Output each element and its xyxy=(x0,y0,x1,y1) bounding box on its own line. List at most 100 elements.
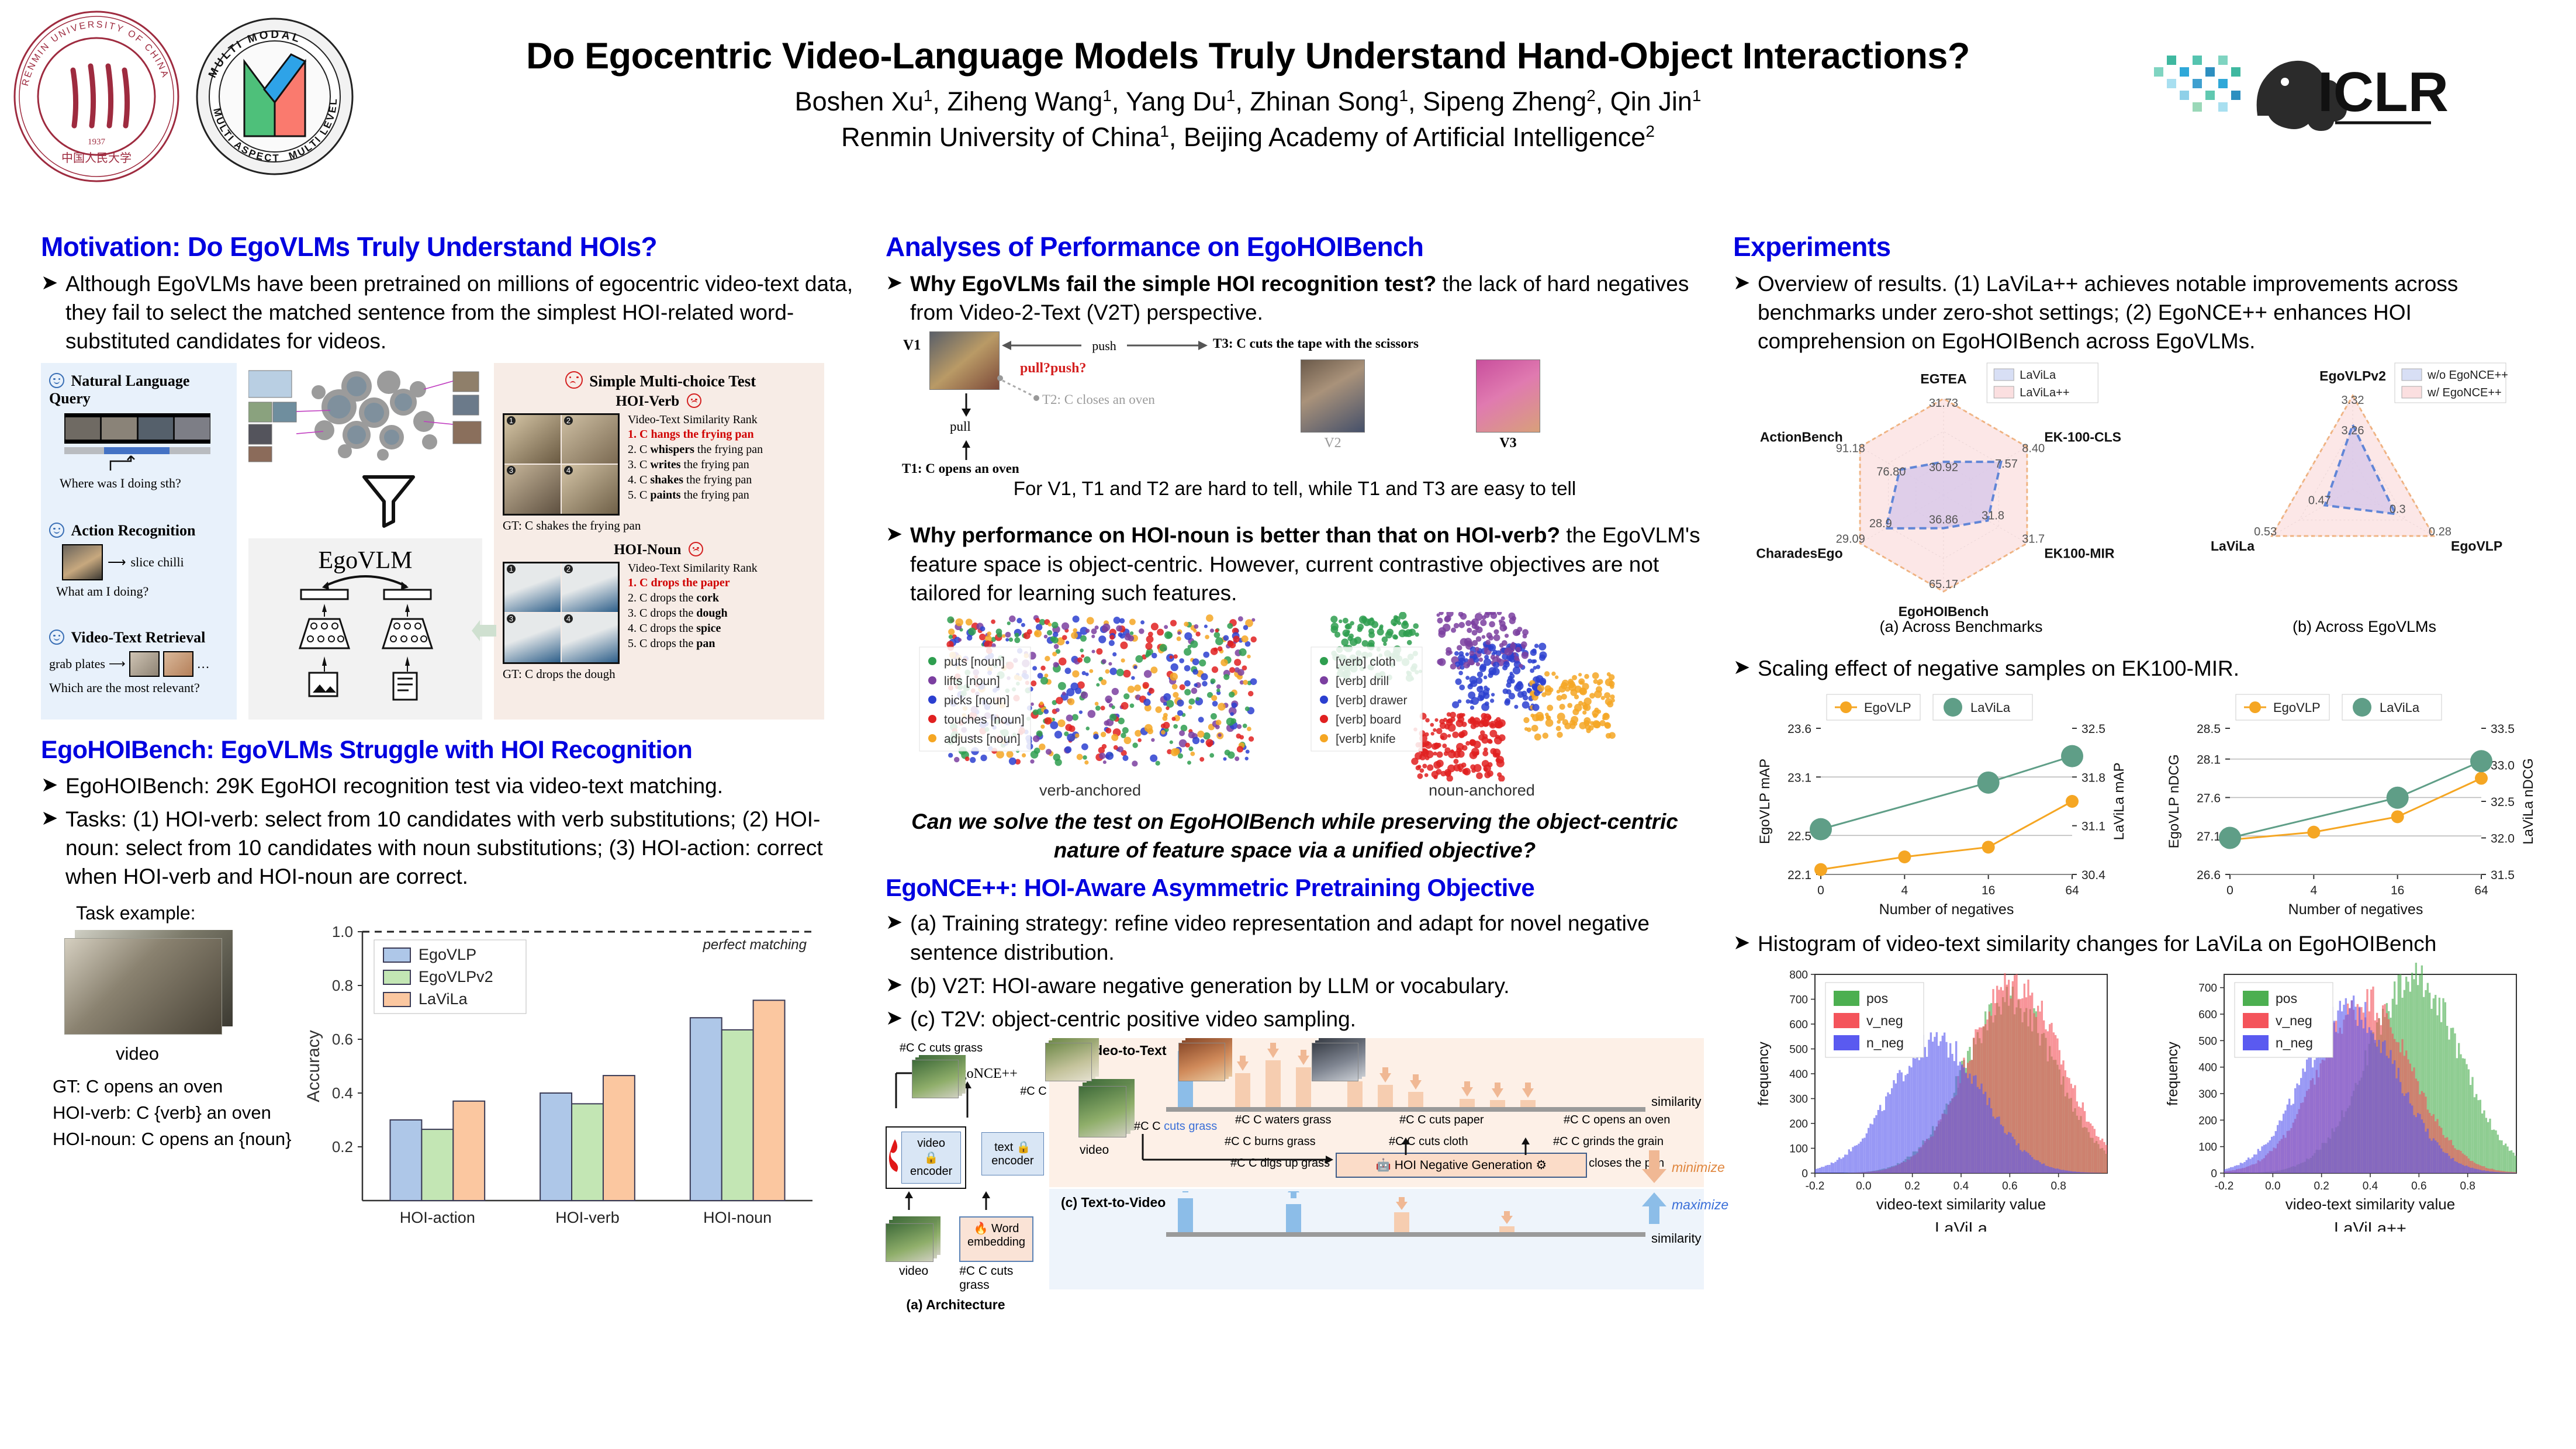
v2t-negative-caption: #C C waters grass xyxy=(1235,1113,1332,1127)
t2v-caption: #C C cuts grass xyxy=(899,1042,983,1055)
svg-text:LaViLa: LaViLa xyxy=(1970,700,2011,715)
t3-label: T3: C cuts the tape with the scissors xyxy=(1213,336,1419,351)
panel-a-title: (a) Architecture xyxy=(906,1297,1005,1313)
svg-text:22.5: 22.5 xyxy=(1787,829,1811,843)
svg-text:video-text similarity value: video-text similarity value xyxy=(2285,1195,2455,1213)
poster-header: 1937 中国人民大学 RENMIN UNIVERSITY OF CHINA M… xyxy=(0,0,2576,205)
right-column: Experiments ➤ Overview of results. (1) L… xyxy=(1733,231,2563,1237)
egovlm-architecture-icon xyxy=(298,575,434,701)
v2t-negative-caption: #C C cuts paper xyxy=(1399,1113,1484,1127)
sad-face-icon xyxy=(565,371,583,389)
funnel-icon xyxy=(362,475,415,528)
pull-edge-label: pull xyxy=(950,419,971,434)
svg-text:3.32: 3.32 xyxy=(2342,394,2364,407)
video-encoder-box: video 🔒 encoder xyxy=(901,1132,962,1184)
similarity-histograms: 0 100 200 300 400 500 600 700 800 -0.2 0.0 0.2 0.4 0.… xyxy=(1733,963,2563,1237)
svg-text:frequency: frequency xyxy=(1755,1042,1772,1106)
t1-label: T1: C opens an oven xyxy=(902,461,1019,476)
tsne-left-caption: verb-anchored xyxy=(1039,781,1142,800)
experiments-bullet-2: ➤ Scaling effect of negative samples on … xyxy=(1733,654,2563,683)
research-question: Can we solve the test on EgoHOIBench whi… xyxy=(911,810,1678,863)
video-stack-thumbnail xyxy=(886,1216,944,1263)
t2v-thumbnail xyxy=(912,1055,970,1099)
svg-text:0.4: 0.4 xyxy=(332,1084,353,1102)
bullet-text: Although EgoVLMs have been pretrained on… xyxy=(65,272,853,354)
svg-text:w/o EgoNCE++: w/o EgoNCE++ xyxy=(2427,369,2508,382)
tsne-noun-anchored: [verb] cloth [verb] drill [verb] drawer [ve… xyxy=(1311,612,1616,782)
hoi-verb-heading: HOI-Verb xyxy=(503,393,818,410)
minimize-arrow-icon xyxy=(1642,1150,1666,1184)
bullet-arrow-icon: ➤ xyxy=(886,911,903,934)
v1-thumbnail xyxy=(929,331,1000,390)
svg-text:[verb] drawer: [verb] drawer xyxy=(1336,694,1408,707)
svg-text:Accuracy: Accuracy xyxy=(304,1030,323,1102)
svg-text:28.9: 28.9 xyxy=(1869,517,1892,530)
tsne-right-caption: noun-anchored xyxy=(1429,781,1535,800)
multichoice-heading: Simple Multi-choice Test xyxy=(503,371,818,390)
svg-text:31.8: 31.8 xyxy=(1982,509,2004,522)
svg-text:w/ EgoNCE++: w/ EgoNCE++ xyxy=(2427,386,2502,399)
nlq-scrubber xyxy=(64,447,210,454)
svg-text:200: 200 xyxy=(2198,1115,2217,1127)
svg-text:perfect matching: perfect matching xyxy=(703,937,807,953)
page-title: Do Egocentric Video-Language Models Trul… xyxy=(526,36,1970,77)
v2t-negative-column: #C C opens an oven #C C grinds the grain #… xyxy=(1553,1109,1696,1174)
vtr-heading: Video-Text Retrieval xyxy=(49,629,242,646)
svg-text:33.5: 33.5 xyxy=(2491,722,2515,736)
push-edge-label: push xyxy=(1092,338,1116,353)
svg-text:0.8: 0.8 xyxy=(2460,1180,2475,1192)
svg-text:0.6: 0.6 xyxy=(2002,1180,2017,1192)
svg-text:puts [noun]: puts [noun] xyxy=(944,655,1005,669)
verb-rank-list: 1. C hangs the frying pan 2. C whispers t… xyxy=(628,427,763,503)
svg-text:v_neg: v_neg xyxy=(2276,1013,2312,1028)
flame-icon xyxy=(888,1139,898,1173)
motivation-bullet-1: ➤ Although EgoVLMs have been pretrained … xyxy=(41,269,853,356)
svg-text:Number of negatives: Number of negatives xyxy=(1879,901,2014,918)
hoi-noun-heading: HOI-Noun xyxy=(503,541,818,558)
sad-face-icon xyxy=(688,541,703,556)
v2t-negative-column: #C C waters grass #C C burns grass #C C di… xyxy=(1225,1109,1368,1174)
noun-rank-title: Video-Text Similarity Rank xyxy=(628,561,758,575)
rank-item: 3. C writes the frying pan xyxy=(628,458,749,471)
svg-text:0.8: 0.8 xyxy=(2051,1180,2066,1192)
rank-item: 2. C drops the cork xyxy=(628,591,720,604)
svg-text:HOI-action: HOI-action xyxy=(400,1209,475,1226)
svg-text:EgoVLPv2: EgoVLPv2 xyxy=(419,968,493,985)
v3-label: V3 xyxy=(1499,435,1517,451)
svg-text:31.8: 31.8 xyxy=(2081,771,2105,784)
svg-text:0.6: 0.6 xyxy=(332,1030,353,1048)
svg-text:91.18: 91.18 xyxy=(1836,442,1865,455)
svg-text:n_neg: n_neg xyxy=(1866,1035,1904,1050)
rank-item: 1. C hangs the frying pan xyxy=(628,427,754,441)
v2t-negative-caption: #C C cuts cloth xyxy=(1389,1135,1468,1149)
task-example-video xyxy=(64,930,240,1041)
verb-ground-truth: GT: C shakes the frying pan xyxy=(503,518,641,532)
bullet-text: EgoHOIBench: 29K EgoHOI recognition test… xyxy=(65,773,723,798)
t2v-item: #C C cuts grass xyxy=(886,1038,997,1099)
bullet-arrow-icon: ➤ xyxy=(1733,271,1751,294)
histogram-lavila-pp: 0 100 200 300 400 500 600 700 -0.2 0.0 0.2 0.4 0.6 0.… xyxy=(2164,963,2517,1232)
noun-rank-list: 1. C drops the paper 2. C drops the cork 3… xyxy=(628,575,758,651)
experiments-bullet-1: ➤ Overview of results. (1) LaViLa++ achi… xyxy=(1733,269,2563,356)
ambiguous-edge xyxy=(997,375,1039,402)
svg-text:31.73: 31.73 xyxy=(1929,397,1958,410)
svg-text:31.1: 31.1 xyxy=(2081,819,2105,833)
svg-text:27.1: 27.1 xyxy=(2197,830,2221,843)
svg-text:300: 300 xyxy=(1789,1094,1808,1106)
rank-item: 2. C whispers the frying pan xyxy=(628,442,763,456)
maximize-label: maximize xyxy=(1672,1197,1729,1213)
section-motivation-title: Motivation: Do EgoVLMs Truly Understand … xyxy=(41,231,658,262)
accuracy-bar-chart: 0.2 0.4 0.6 0.8 1.0 perfect matching HOI-actio… xyxy=(304,923,812,1226)
svg-text:frequency: frequency xyxy=(2164,1042,2181,1106)
radar-b-caption: (b) Across EgoVLMs xyxy=(2292,617,2437,635)
motivation-figure: Natural Language Query Where was I doing… xyxy=(41,362,824,720)
svg-text:pos: pos xyxy=(2276,991,2297,1006)
svg-text:-0.2: -0.2 xyxy=(1806,1180,1825,1192)
histogram-lavila: 0 100 200 300 400 500 600 700 800 -0.2 0.0 0.2 0.4 0.… xyxy=(1755,969,2108,1232)
svg-text:600: 600 xyxy=(2198,1009,2217,1021)
smiley-icon xyxy=(49,372,64,388)
rank-item: 1. C drops the paper xyxy=(628,576,730,589)
svg-text:26.6: 26.6 xyxy=(2197,869,2221,882)
svg-text:76.80: 76.80 xyxy=(1876,465,1906,478)
affiliation-list: Renmin University of China1, Beijing Aca… xyxy=(841,122,1655,152)
